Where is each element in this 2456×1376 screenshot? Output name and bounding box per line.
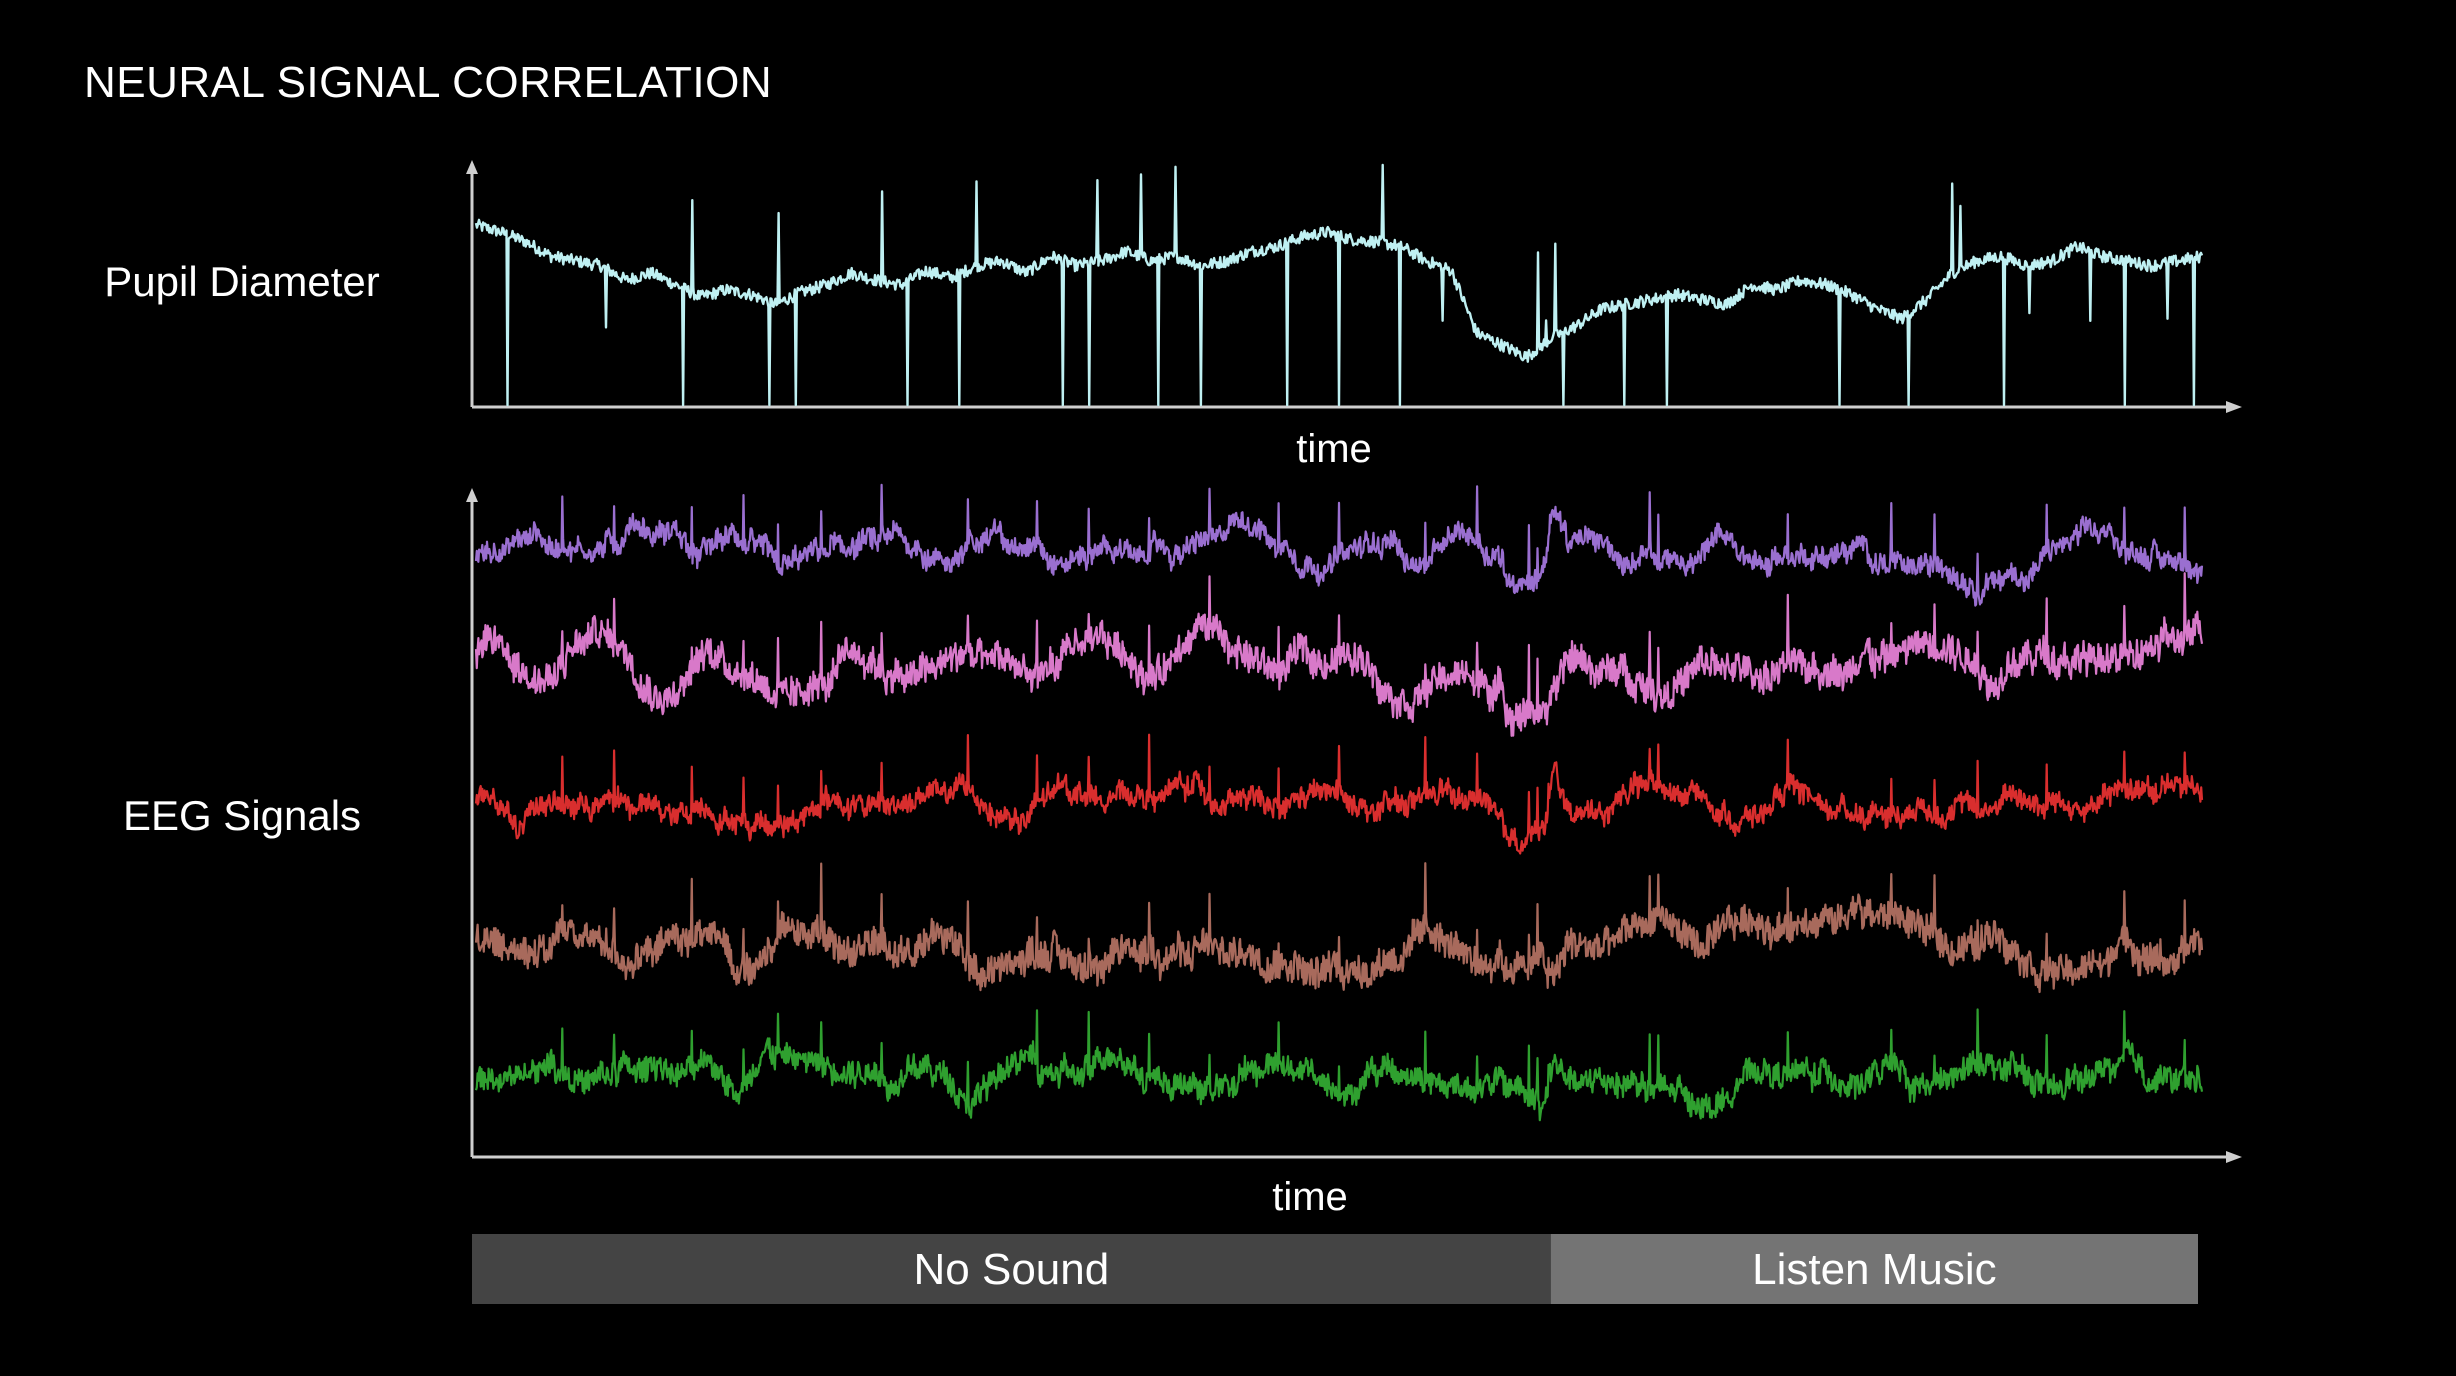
pupil-y-axis-arrow xyxy=(466,160,478,174)
condition-segment-2 xyxy=(1550,1234,2198,1304)
eeg-x-axis-arrow xyxy=(2226,1151,2242,1163)
eeg-series-1 xyxy=(474,483,2204,607)
pupil-diameter-series xyxy=(474,163,2204,407)
eeg-plot xyxy=(466,483,2242,1163)
pupil-x-axis-label: time xyxy=(1296,427,1372,471)
eeg-signals-label: EEG Signals xyxy=(122,792,362,839)
pupil-plot xyxy=(466,160,2242,413)
chart-title: NEURAL SIGNAL CORRELATION xyxy=(84,58,773,107)
condition-segment-1 xyxy=(472,1234,1551,1304)
pupil-x-axis-arrow xyxy=(2226,401,2242,413)
condition-label-2: Listen Music xyxy=(1752,1245,1997,1294)
eeg-series-3 xyxy=(474,733,2204,855)
eeg-y-axis-arrow xyxy=(466,488,478,502)
eeg-series-5 xyxy=(474,1008,2204,1122)
pupil-diameter-label: Pupil Diameter xyxy=(104,258,380,305)
condition-bar: No Sound Listen Music xyxy=(472,1234,2198,1304)
eeg-series-4 xyxy=(474,862,2204,994)
eeg-x-axis-label: time xyxy=(1272,1175,1348,1219)
eeg-series-2 xyxy=(474,572,2204,737)
condition-label-1: No Sound xyxy=(914,1245,1110,1294)
